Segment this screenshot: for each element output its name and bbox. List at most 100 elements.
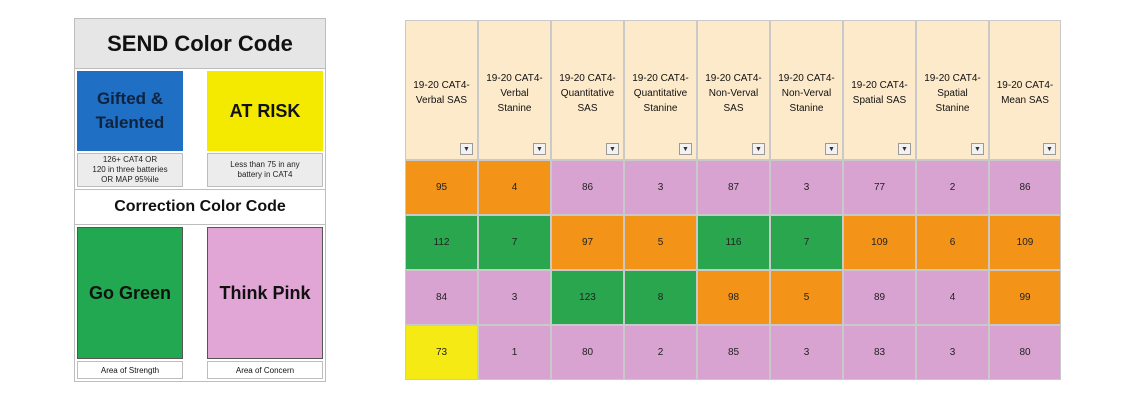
table-cell[interactable]: 3 bbox=[916, 325, 989, 380]
table-cell[interactable]: 6 bbox=[916, 215, 989, 270]
table-cell[interactable]: 84 bbox=[405, 270, 478, 325]
table-cell[interactable]: 3 bbox=[478, 270, 551, 325]
area-of-concern-label: Area of Concern bbox=[207, 361, 323, 379]
table-cell[interactable]: 5 bbox=[770, 270, 843, 325]
column-header: 19-20 CAT4- Verbal SAS ▼ bbox=[405, 20, 478, 160]
dropdown-arrow-icon: ▼ bbox=[609, 145, 616, 153]
column-header-line: 19-20 CAT4- bbox=[632, 72, 689, 84]
table-cell[interactable]: 4 bbox=[478, 160, 551, 215]
table-cell[interactable]: 8 bbox=[624, 270, 697, 325]
table-cell[interactable]: 7 bbox=[478, 215, 551, 270]
column-header-line: Stanine bbox=[497, 102, 532, 114]
column-header-line: Non-Verval bbox=[708, 87, 759, 99]
table-cell[interactable]: 95 bbox=[405, 160, 478, 215]
gifted-criteria-note: 126+ CAT4 OR 120 in three batteries OR M… bbox=[77, 153, 183, 187]
go-green-swatch: Go Green bbox=[77, 227, 183, 359]
gifted-note-line1: 126+ CAT4 OR bbox=[102, 155, 158, 164]
column-header: 19-20 CAT4- Verbal Stanine ▼ bbox=[478, 20, 551, 160]
column-header: 19-20 CAT4- Non-Verval Stanine ▼ bbox=[770, 20, 843, 160]
table-cell[interactable]: 3 bbox=[624, 160, 697, 215]
at-risk-note-line1: Less than 75 in any bbox=[230, 160, 300, 169]
dropdown-arrow-icon: ▼ bbox=[828, 145, 835, 153]
column-header-label: 19-20 CAT4- Spatial SAS bbox=[846, 57, 913, 129]
column-header-line: 19-20 CAT4- bbox=[851, 80, 908, 91]
think-pink-swatch: Think Pink bbox=[207, 227, 323, 359]
table-cell[interactable]: 112 bbox=[405, 215, 478, 270]
filter-dropdown-button[interactable]: ▼ bbox=[898, 143, 911, 155]
table-cell[interactable]: 77 bbox=[843, 160, 916, 215]
column-header: 19-20 CAT4- Non-Verval SAS ▼ bbox=[697, 20, 770, 160]
column-header-line: 19-20 CAT4- bbox=[996, 80, 1054, 91]
filter-dropdown-button[interactable]: ▼ bbox=[752, 143, 765, 155]
column-header-label: 19-20 CAT4- Verbal Stanine bbox=[481, 57, 548, 129]
table-cell[interactable]: 1 bbox=[478, 325, 551, 380]
column-header: 19-20 CAT4- Spatial Stanine ▼ bbox=[916, 20, 989, 160]
column-header-line: Mean SAS bbox=[1001, 95, 1049, 106]
table-cell[interactable]: 97 bbox=[551, 215, 624, 270]
table-cell[interactable]: 2 bbox=[916, 160, 989, 215]
filter-dropdown-button[interactable]: ▼ bbox=[533, 143, 546, 155]
column-header-label: 19-20 CAT4- Quantitative Stanine bbox=[627, 57, 694, 129]
gifted-label-line2: Talented bbox=[95, 113, 165, 132]
table-cell[interactable]: 99 bbox=[989, 270, 1061, 325]
dropdown-arrow-icon: ▼ bbox=[755, 145, 762, 153]
table-cell[interactable]: 98 bbox=[697, 270, 770, 325]
table-cell[interactable]: 73 bbox=[405, 325, 478, 380]
column-header-line: SAS bbox=[723, 102, 744, 114]
table-cell[interactable]: 4 bbox=[916, 270, 989, 325]
column-header-line: Quantitative bbox=[633, 87, 688, 99]
filter-dropdown-button[interactable]: ▼ bbox=[460, 143, 473, 155]
filter-dropdown-button[interactable]: ▼ bbox=[679, 143, 692, 155]
column-header-line: Spatial SAS bbox=[852, 95, 907, 106]
table-cell[interactable]: 80 bbox=[989, 325, 1061, 380]
filter-dropdown-button[interactable]: ▼ bbox=[825, 143, 838, 155]
table-cell[interactable]: 3 bbox=[770, 325, 843, 380]
filter-dropdown-button[interactable]: ▼ bbox=[606, 143, 619, 155]
column-header-line: Stanine bbox=[643, 102, 678, 114]
table-cell[interactable]: 3 bbox=[770, 160, 843, 215]
table-cell[interactable]: 87 bbox=[697, 160, 770, 215]
filter-dropdown-button[interactable]: ▼ bbox=[1043, 143, 1056, 155]
table-cell[interactable]: 5 bbox=[624, 215, 697, 270]
column-header: 19-20 CAT4- Quantitative SAS ▼ bbox=[551, 20, 624, 160]
column-header-label: 19-20 CAT4- Verbal SAS bbox=[408, 57, 475, 129]
table-cell[interactable]: 123 bbox=[551, 270, 624, 325]
area-of-strength-label: Area of Strength bbox=[77, 361, 183, 379]
at-risk-swatch: AT RISK bbox=[207, 71, 323, 151]
column-header: 19-20 CAT4- Spatial SAS ▼ bbox=[843, 20, 916, 160]
column-header-line: Verbal SAS bbox=[415, 95, 468, 106]
column-header-line: 19-20 CAT4- bbox=[559, 72, 616, 84]
table-cell[interactable]: 109 bbox=[843, 215, 916, 270]
column-header-line: 19-20 CAT4- bbox=[486, 72, 543, 84]
table-cell[interactable]: 83 bbox=[843, 325, 916, 380]
table-cell[interactable]: 7 bbox=[770, 215, 843, 270]
table-cell[interactable]: 2 bbox=[624, 325, 697, 380]
gifted-label-line1: Gifted & bbox=[96, 89, 164, 108]
cat4-scores-table: 19-20 CAT4- Verbal SAS ▼ 19-20 CAT4- Verbal S… bbox=[405, 20, 1061, 380]
gifted-note-line2: 120 in three batteries bbox=[92, 165, 168, 174]
legend-title: SEND Color Code bbox=[75, 19, 325, 69]
dropdown-arrow-icon: ▼ bbox=[1046, 145, 1053, 153]
column-header-label: 19-20 CAT4- Mean SAS bbox=[992, 57, 1058, 129]
filter-dropdown-button[interactable]: ▼ bbox=[971, 143, 984, 155]
color-code-legend: SEND Color Code Gifted & Talented AT RIS… bbox=[74, 18, 326, 382]
table-cell[interactable]: 85 bbox=[697, 325, 770, 380]
column-header: 19-20 CAT4- Quantitative Stanine ▼ bbox=[624, 20, 697, 160]
gifted-note-line3: OR MAP 95%ile bbox=[101, 175, 159, 184]
table-cell[interactable]: 116 bbox=[697, 215, 770, 270]
table-cell[interactable]: 86 bbox=[989, 160, 1061, 215]
column-header-line: Non-Verval bbox=[781, 87, 832, 99]
column-header-label: 19-20 CAT4- Spatial Stanine bbox=[919, 57, 986, 129]
column-header: 19-20 CAT4- Mean SAS ▼ bbox=[989, 20, 1061, 160]
table-cell[interactable]: 89 bbox=[843, 270, 916, 325]
column-header-line: Stanine bbox=[935, 102, 970, 114]
dropdown-arrow-icon: ▼ bbox=[974, 145, 981, 153]
column-header-line: Spatial bbox=[937, 87, 968, 99]
table-cell[interactable]: 86 bbox=[551, 160, 624, 215]
dropdown-arrow-icon: ▼ bbox=[901, 145, 908, 153]
column-header-line: Stanine bbox=[789, 102, 824, 114]
correction-legend-title: Correction Color Code bbox=[75, 189, 325, 225]
column-header-line: 19-20 CAT4- bbox=[705, 72, 762, 84]
table-cell[interactable]: 80 bbox=[551, 325, 624, 380]
table-cell[interactable]: 109 bbox=[989, 215, 1061, 270]
